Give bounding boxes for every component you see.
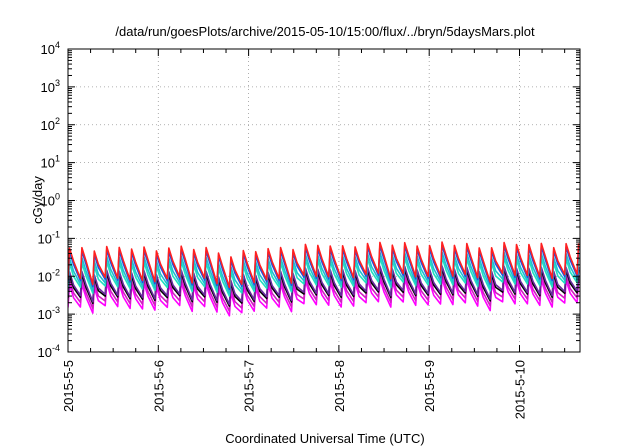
series-line — [68, 277, 580, 317]
series-line — [68, 251, 580, 294]
y-axis-label: cGy/day — [30, 176, 45, 224]
x-tick-label: 2015-5-6 — [151, 360, 166, 412]
x-tick-label: 2015-5-5 — [61, 360, 76, 412]
x-tick-label: 2015-5-8 — [332, 360, 347, 412]
y-axis: 10-4 10-3 10-2 10-1 100 101 102 103 104 — [38, 40, 580, 360]
series-line — [68, 256, 580, 297]
series-line — [68, 241, 580, 289]
x-tick-label: 2015-5-10 — [513, 360, 528, 419]
y-tick-label: 101 — [41, 154, 60, 171]
y-tick-label: 10-3 — [38, 305, 60, 322]
y-tick-label: 102 — [41, 116, 60, 133]
y-tick-label: 10-4 — [38, 343, 60, 360]
y-tick-label: 100 — [41, 192, 60, 209]
grid — [68, 49, 580, 352]
x-tick-label: 2015-5-7 — [242, 360, 257, 412]
x-axis: 2015-5-5 2015-5-6 2015-5-7 2015-5-8 2015-5-9… — [61, 49, 566, 419]
series-line — [68, 273, 580, 312]
series-line — [68, 265, 580, 306]
chart-title: /data/run/goesPlots/archive/2015-05-10/1… — [115, 24, 535, 39]
y-tick-label: 104 — [41, 40, 60, 57]
series-layer — [68, 241, 580, 317]
x-axis-label: Coordinated Universal Time (UTC) — [225, 431, 424, 446]
y-tick-label: 10-1 — [38, 229, 60, 246]
y-tick-label: 103 — [41, 78, 60, 95]
x-tick-label: 2015-5-9 — [422, 360, 437, 412]
series-line — [68, 267, 580, 307]
y-tick-label: 10-2 — [38, 267, 60, 284]
